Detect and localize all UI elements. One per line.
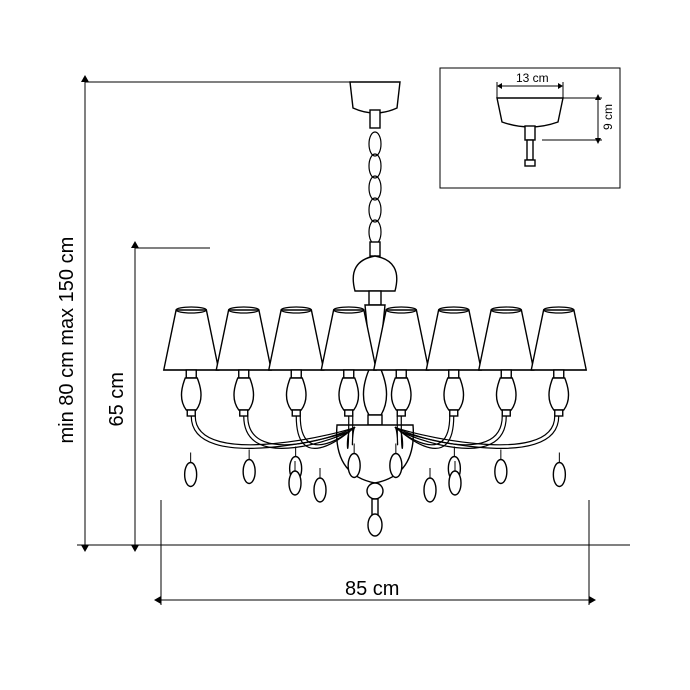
crystal-drop bbox=[243, 460, 255, 484]
lampshade bbox=[479, 310, 534, 370]
inset-dim-height: 9 cm bbox=[601, 104, 615, 130]
inset-dim-width: 13 cm bbox=[516, 71, 549, 85]
crystal-drop bbox=[495, 460, 507, 484]
crystal-drop bbox=[553, 463, 565, 487]
lampshade bbox=[426, 310, 481, 370]
crystal-drop bbox=[185, 463, 197, 487]
dim-width: 85 cm bbox=[345, 578, 399, 600]
crystal-drop bbox=[390, 454, 402, 478]
lampshade bbox=[269, 310, 324, 370]
inset-canopy: 13 cm 9 cm bbox=[440, 68, 620, 188]
crystal-drop bbox=[348, 454, 360, 478]
dim-body-height: 65 cm bbox=[106, 372, 128, 426]
lampshade bbox=[531, 310, 586, 370]
lampshade bbox=[164, 310, 219, 370]
dim-total-height: min 80 cm max 150 cm bbox=[56, 237, 78, 444]
lampshade bbox=[216, 310, 271, 370]
